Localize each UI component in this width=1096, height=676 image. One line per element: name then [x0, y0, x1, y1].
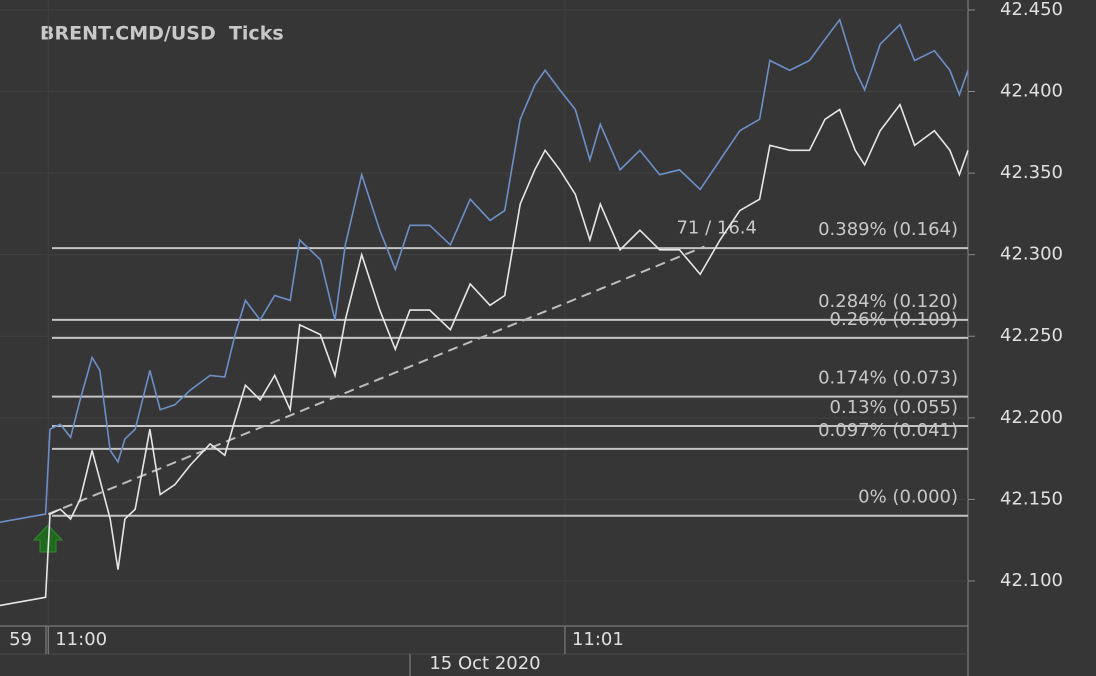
y-tick-label: 42.100 [1000, 570, 1063, 591]
level-label: 0.097% (0.041) [818, 420, 958, 441]
chart-title: BRENT.CMD/USD Ticks [40, 23, 284, 45]
y-tick-label: 42.150 [1000, 488, 1063, 509]
y-tick-label: 42.300 [1000, 244, 1063, 265]
x-tick-label: 11:00 [55, 629, 107, 650]
trendline-label: 71 / 16.4 [676, 218, 757, 239]
level-label: 0.174% (0.073) [818, 368, 958, 389]
price-line [0, 17, 969, 523]
y-tick-label: 42.450 [1000, 0, 1063, 20]
y-tick-label: 42.400 [1000, 81, 1063, 102]
x-tick-label: 11:01 [572, 629, 624, 650]
level-label: 0% (0.000) [858, 487, 958, 508]
level-label: 0.389% (0.164) [818, 219, 958, 240]
trendline [47, 245, 705, 516]
price-line [0, 102, 969, 607]
level-label: 0.13% (0.055) [830, 397, 958, 418]
level-label: 0.284% (0.120) [818, 291, 958, 312]
x-partial-label: 59 [9, 629, 32, 650]
y-tick-label: 42.200 [1000, 407, 1063, 428]
y-tick-label: 42.350 [1000, 162, 1063, 183]
y-tick-label: 42.250 [1000, 325, 1063, 346]
date-label: 15 Oct 2020 [429, 653, 540, 674]
